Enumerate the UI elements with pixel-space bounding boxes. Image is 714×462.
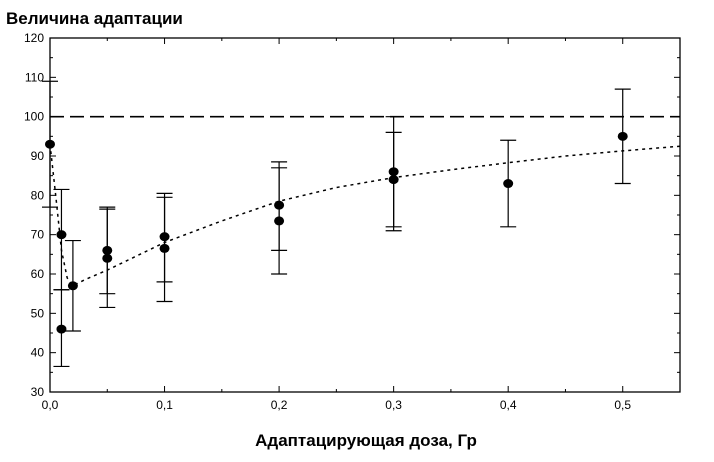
data-point	[617, 131, 628, 141]
fit-curve	[49, 144, 681, 287]
data-point	[102, 253, 113, 263]
data-point	[56, 324, 67, 334]
data-point	[503, 179, 514, 189]
data-points-group	[42, 80, 631, 368]
y-tick-label: 80	[31, 188, 45, 202]
fit-curve-group	[49, 144, 681, 287]
x-tick-label: 0,4	[500, 398, 517, 412]
y-tick-label: 70	[31, 228, 45, 242]
y-axis-label: Величина адаптации	[6, 9, 183, 28]
plot-frame	[49, 37, 681, 393]
data-point	[388, 175, 399, 185]
y-tick-label: 40	[31, 346, 45, 360]
y-tick-label: 60	[31, 267, 45, 281]
data-point	[274, 216, 285, 226]
data-point	[67, 281, 78, 291]
x-tick-label: 0,1	[156, 398, 173, 412]
y-tick-label: 110	[25, 70, 44, 84]
y-tick-label: 90	[31, 149, 45, 163]
x-tick-label: 0,3	[385, 398, 402, 412]
y-tick-label: 50	[31, 306, 45, 320]
x-tick-label: 0,0	[42, 398, 59, 412]
data-point	[159, 243, 170, 253]
x-axis-label: Адаптацирующая доза, Гр	[255, 431, 477, 450]
x-tick-label: 0,2	[271, 398, 288, 412]
data-point	[56, 230, 67, 240]
y-tick-label: 120	[24, 31, 44, 45]
y-tick-label: 30	[31, 385, 45, 399]
axis-ticks: 30 40 50 60 70 80 90 100 110 120 0,0 0,1 0,2 0,3 0,4 0,…	[24, 31, 680, 412]
x-tick-label: 0,5	[614, 398, 631, 412]
data-point	[45, 139, 55, 149]
y-tick-label: 100	[24, 110, 44, 124]
